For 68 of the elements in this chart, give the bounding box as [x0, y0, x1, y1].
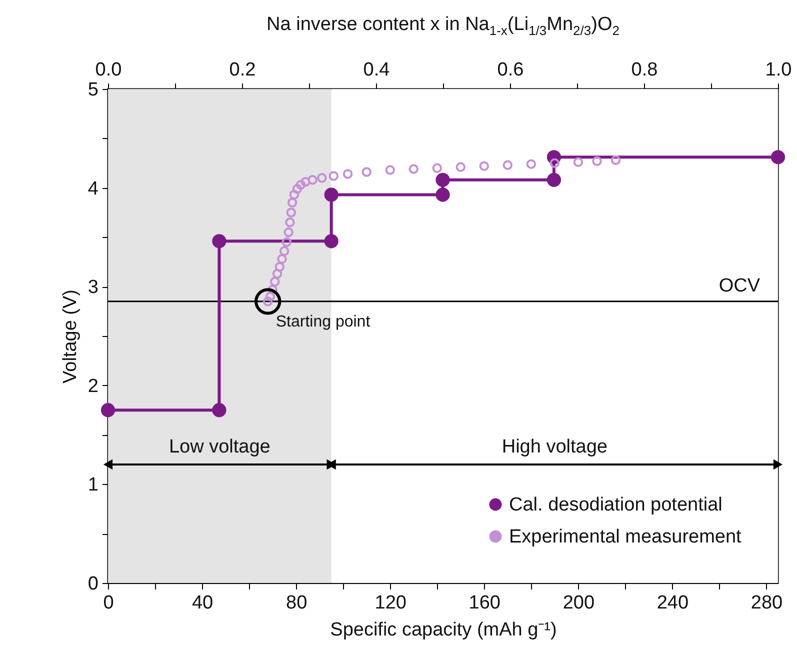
- point: [546, 172, 562, 187]
- point: [212, 403, 226, 418]
- point: [274, 262, 284, 272]
- x2-axis-title: Na inverse content x in Na$_{1-x}$(Li$_{1/3}$Mn$_{2/3}$)O$_{2}$: [266, 14, 620, 38]
- x-axis-title: Specific capacity (mAh g⁻¹): [330, 620, 557, 640]
- point: [296, 180, 306, 190]
- ref-line-label: OCV: [718, 275, 760, 296]
- point: [284, 227, 294, 238]
- annotation: Starting point: [276, 313, 371, 330]
- legend-label: Experimental measurement: [509, 526, 742, 548]
- point: [342, 169, 353, 179]
- x2-tick-label: 0.6: [497, 60, 524, 80]
- point: [436, 188, 450, 202]
- x-tick-label: 240: [656, 592, 689, 614]
- x2-tick-label: 0.8: [631, 60, 658, 80]
- point: [277, 254, 287, 264]
- point: [385, 165, 395, 175]
- band-label: Low voltage: [168, 436, 270, 458]
- point: [502, 160, 513, 170]
- band-label: High voltage: [502, 436, 608, 458]
- point: [308, 175, 318, 185]
- x-tick-label: 120: [374, 592, 406, 614]
- point: [573, 157, 584, 167]
- point: [100, 403, 116, 418]
- point: [362, 167, 372, 177]
- point: [456, 162, 466, 172]
- point: [592, 156, 602, 166]
- x2-tick-label: 0.4: [363, 60, 390, 80]
- point: [408, 164, 418, 174]
- y-tick-label: 5: [88, 80, 98, 100]
- y-tick-label: 3: [88, 277, 98, 298]
- point: [279, 246, 290, 256]
- point: [324, 234, 338, 248]
- x2-tick-label: 0.2: [229, 60, 256, 80]
- x-tick-label: 200: [562, 592, 595, 614]
- point: [610, 155, 621, 165]
- point: [300, 177, 310, 187]
- y-axis-title: Voltage (V): [60, 290, 81, 384]
- x-tick-label: 0: [103, 592, 114, 614]
- y-tick-label: 4: [88, 178, 99, 200]
- point: [270, 276, 280, 287]
- point: [212, 234, 226, 248]
- y-tick-label: 1: [88, 474, 98, 496]
- x-tick-label: 40: [192, 592, 214, 614]
- point: [550, 158, 560, 168]
- point: [272, 268, 282, 279]
- point: [317, 173, 327, 183]
- point: [432, 163, 442, 173]
- x2-tick-label: 0.0: [95, 60, 122, 80]
- point: [282, 237, 292, 248]
- y-tick-label: 2: [88, 376, 98, 397]
- point: [324, 188, 338, 202]
- x-tick-label: 80: [286, 592, 308, 614]
- point: [292, 184, 302, 194]
- point: [436, 172, 450, 187]
- x-tick-label: 160: [468, 592, 500, 614]
- point: [526, 159, 536, 169]
- point: [287, 198, 298, 208]
- point: [770, 150, 786, 164]
- point: [328, 171, 339, 181]
- y-tick-label: 0: [88, 574, 98, 594]
- point: [286, 208, 296, 218]
- legend-label: Cal. desodiation potential: [509, 494, 722, 516]
- point: [285, 218, 295, 228]
- x-tick-label: 280: [750, 592, 783, 614]
- x2-tick-label: 1.0: [765, 60, 792, 80]
- point: [479, 161, 490, 171]
- point: [289, 190, 300, 200]
